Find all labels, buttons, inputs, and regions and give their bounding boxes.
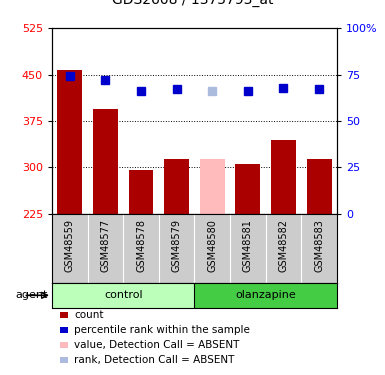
Text: control: control [104,290,142,300]
Text: olanzapine: olanzapine [235,290,296,300]
Text: agent: agent [16,290,48,300]
Text: count: count [74,310,104,320]
Text: GDS2608 / 1375793_at: GDS2608 / 1375793_at [112,0,273,8]
Text: GSM48559: GSM48559 [65,219,75,272]
Text: GSM48579: GSM48579 [172,219,182,272]
Bar [200,159,225,214]
Text: GSM48581: GSM48581 [243,219,253,272]
Bar [271,140,296,214]
Bar [306,159,331,214]
Text: value, Detection Call = ABSENT: value, Detection Call = ABSENT [74,340,239,350]
Text: GSM48578: GSM48578 [136,219,146,272]
Text: GSM48582: GSM48582 [278,219,288,272]
Text: rank, Detection Call = ABSENT: rank, Detection Call = ABSENT [74,355,234,365]
Bar [57,70,82,214]
Text: GSM48583: GSM48583 [314,219,324,272]
Bar [52,283,194,308]
Bar [235,164,260,214]
Bar [194,283,337,308]
Bar [129,170,154,214]
Bar [164,159,189,214]
Text: percentile rank within the sample: percentile rank within the sample [74,325,250,335]
Text: GSM48580: GSM48580 [207,219,217,272]
Bar [93,109,118,214]
Text: GSM48577: GSM48577 [100,219,110,272]
